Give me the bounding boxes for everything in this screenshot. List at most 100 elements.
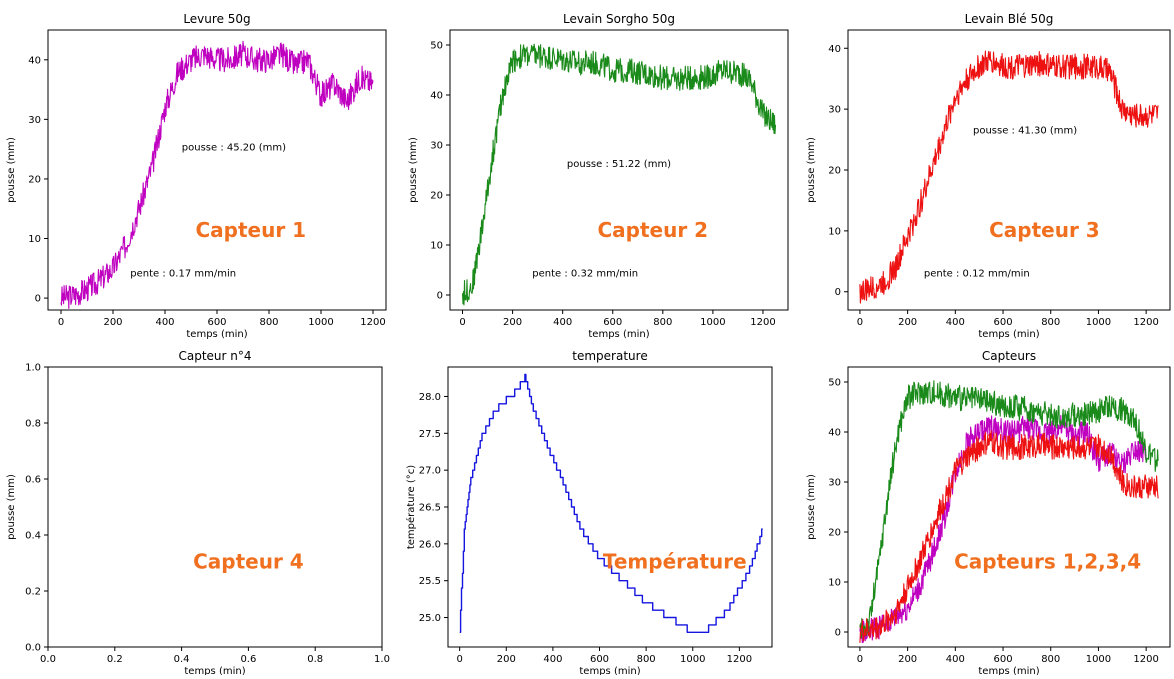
y-tick-label: 30 [28, 115, 41, 126]
x-tick-label: 0.0 [40, 654, 56, 665]
x-tick-label: 800 [637, 654, 656, 665]
y-tick-label: 20 [430, 191, 443, 202]
x-tick-label: 800 [1041, 654, 1060, 665]
y-tick-label: 40 [828, 428, 841, 439]
x-tick-label: 0.8 [307, 654, 323, 665]
x-tick-label: 600 [993, 317, 1012, 328]
x-axis-label: temps (min) [588, 329, 649, 340]
x-tick-label: 400 [946, 317, 965, 328]
pente-annotation: pente : 0.17 mm/min [130, 268, 236, 279]
x-tick-label: 1.0 [374, 654, 390, 665]
x-tick-label: 1000 [308, 317, 333, 328]
y-tick-label: 0.4 [25, 531, 41, 542]
pente-annotation: pente : 0.32 mm/min [532, 268, 638, 279]
sensor-overlay-label: Capteur 2 [597, 218, 708, 242]
pente-annotation: pente : 0.12 mm/min [924, 268, 1030, 279]
data-series-3 [859, 430, 1159, 643]
x-tick-label: 0 [58, 317, 64, 328]
data-series-2 [859, 380, 1159, 640]
chart-panel-6: Capteurs 0 200 400 600 800 1000 1200 0 10 20 30 40 50… [806, 349, 1171, 677]
y-tick-label: 0.8 [25, 419, 41, 430]
y-tick-label: 25.0 [419, 613, 441, 624]
y-axis-label: pousse (mm) [806, 474, 817, 540]
y-tick-label: 25.5 [419, 576, 441, 587]
x-tick-label: 1200 [727, 654, 752, 665]
y-tick-label: 0.0 [25, 643, 41, 654]
y-tick-label: 50 [430, 41, 443, 52]
chart-panel-5: temperature 0 200 400 600 800 1000 1200 25.0 25.5… [405, 349, 773, 677]
x-tick-label: 1000 [680, 654, 705, 665]
chart-title: Levure 50g [183, 12, 250, 26]
x-tick-label: 1000 [700, 317, 725, 328]
x-tick-label: 0 [857, 317, 863, 328]
x-axis-label: temps (min) [579, 666, 640, 675]
x-tick-label: 0.6 [240, 654, 256, 665]
data-series-1 [461, 43, 777, 306]
y-tick-label: 20 [828, 166, 841, 177]
x-tick-label: 0.4 [174, 654, 190, 665]
y-tick-label: 0.6 [25, 475, 41, 486]
x-tick-label: 1200 [750, 317, 775, 328]
chart-title: Levain Sorgho 50g [563, 12, 675, 26]
sensor-overlay-label: Température [603, 550, 747, 574]
y-axis-label: pousse (mm) [806, 137, 817, 203]
y-tick-label: 30 [430, 141, 443, 152]
y-tick-label: 27.0 [419, 466, 441, 477]
chart-panel-4: Capteur n°4 0.0 0.2 0.4 0.6 0.8 1.0 0.0 0.2 0.4 0.… [6, 349, 390, 677]
x-tick-label: 1000 [1086, 317, 1111, 328]
sensor-overlay-label: Capteur 4 [193, 550, 304, 574]
plot-frame [447, 366, 773, 648]
x-tick-label: 1200 [360, 317, 385, 328]
x-axis-label: temps (min) [184, 666, 245, 675]
y-tick-label: 50 [828, 378, 841, 389]
chart-title: temperature [572, 349, 647, 363]
pousse-annotation: pousse : 41.30 (mm) [973, 126, 1077, 137]
chart-panel-3: Levain Blé 50g 0 200 400 600 800 1000 1200 0 10 20… [806, 12, 1171, 340]
chart-panel-1: Levure 50g 0 200 400 600 800 1000 1200 0 10 20 30 40… [6, 12, 387, 340]
y-tick-label: 10 [430, 241, 443, 252]
x-tick-label: 0 [857, 654, 863, 665]
x-tick-label: 400 [553, 317, 572, 328]
y-tick-label: 0 [835, 287, 841, 298]
x-tick-label: 0 [459, 317, 465, 328]
y-tick-label: 20 [828, 528, 841, 539]
y-tick-label: 26.0 [419, 539, 441, 550]
x-tick-label: 200 [503, 317, 522, 328]
chart-title: Capteur n°4 [178, 349, 251, 363]
x-tick-label: 1000 [1086, 654, 1111, 665]
x-tick-label: 200 [497, 654, 516, 665]
y-tick-label: 10 [28, 234, 41, 245]
y-axis-label: pousse (mm) [6, 474, 17, 540]
pousse-annotation: pousse : 45.20 (mm) [182, 142, 286, 153]
x-axis-label: temps (min) [186, 329, 247, 340]
y-tick-label: 0 [35, 294, 41, 305]
x-tick-label: 0 [456, 654, 462, 665]
chart-panel-2: Levain Sorgho 50g 0 200 400 600 800 1000 1200 0 1… [408, 12, 789, 340]
y-axis-label: pousse (mm) [6, 137, 17, 203]
chart-title: Levain Blé 50g [965, 12, 1054, 26]
x-tick-label: 200 [103, 317, 122, 328]
y-tick-label: 30 [828, 478, 841, 489]
x-axis-label: temps (min) [978, 666, 1039, 675]
y-tick-label: 10 [828, 578, 841, 589]
y-tick-label: 1.0 [25, 363, 41, 374]
y-tick-label: 28.0 [419, 392, 441, 403]
y-tick-label: 0 [835, 628, 841, 639]
x-tick-label: 400 [946, 654, 965, 665]
chart-title: Capteurs [982, 349, 1036, 363]
y-tick-label: 0.2 [25, 587, 41, 598]
plot-frame [47, 29, 387, 311]
x-tick-label: 800 [653, 317, 672, 328]
x-tick-label: 1200 [1133, 654, 1158, 665]
sensor-overlay-label: Capteur 3 [989, 218, 1100, 242]
x-tick-label: 400 [543, 654, 562, 665]
x-tick-label: 600 [603, 317, 622, 328]
x-tick-label: 200 [898, 654, 917, 665]
y-tick-label: 10 [828, 226, 841, 237]
x-tick-label: 200 [898, 317, 917, 328]
pousse-annotation: pousse : 51.22 (mm) [567, 159, 671, 170]
x-tick-label: 600 [207, 317, 226, 328]
data-series-1 [859, 50, 1159, 304]
